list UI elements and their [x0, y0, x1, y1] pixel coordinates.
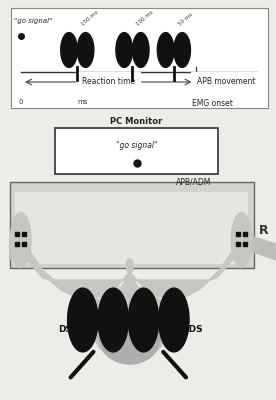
Polygon shape	[203, 236, 242, 286]
Text: Reaction time: Reaction time	[82, 78, 135, 86]
Text: 50 ms: 50 ms	[177, 12, 193, 27]
Ellipse shape	[10, 212, 31, 268]
Polygon shape	[174, 33, 190, 67]
Ellipse shape	[126, 259, 133, 273]
Polygon shape	[68, 288, 98, 352]
Bar	[11, 8, 268, 108]
Text: ms: ms	[78, 99, 88, 105]
Ellipse shape	[231, 212, 252, 268]
Bar	[55, 128, 218, 174]
Polygon shape	[83, 272, 177, 336]
Polygon shape	[157, 33, 174, 67]
Text: DS: DS	[58, 326, 72, 334]
Polygon shape	[128, 288, 159, 352]
Polygon shape	[236, 234, 276, 260]
Polygon shape	[61, 33, 77, 67]
Text: "go signal": "go signal"	[116, 142, 157, 150]
Text: "go signal": "go signal"	[14, 18, 52, 24]
Ellipse shape	[91, 286, 168, 362]
Polygon shape	[159, 288, 189, 352]
Polygon shape	[116, 33, 132, 67]
Text: NDS: NDS	[181, 326, 203, 334]
Polygon shape	[98, 288, 128, 352]
Text: APB/ADM: APB/ADM	[176, 178, 211, 187]
Bar	[15, 192, 248, 264]
Polygon shape	[50, 272, 210, 300]
Polygon shape	[77, 33, 94, 67]
Text: EMG onset: EMG onset	[192, 99, 233, 108]
Bar	[10, 182, 254, 268]
Text: 100 ms: 100 ms	[136, 10, 155, 27]
Text: 150 ms: 150 ms	[81, 10, 100, 27]
Text: APB movement: APB movement	[197, 78, 256, 86]
Ellipse shape	[99, 312, 160, 364]
Text: 0: 0	[18, 99, 23, 105]
Text: PC Monitor: PC Monitor	[110, 117, 163, 126]
Polygon shape	[10, 234, 26, 260]
Polygon shape	[132, 33, 149, 67]
Polygon shape	[19, 236, 61, 286]
Text: R: R	[259, 224, 268, 236]
